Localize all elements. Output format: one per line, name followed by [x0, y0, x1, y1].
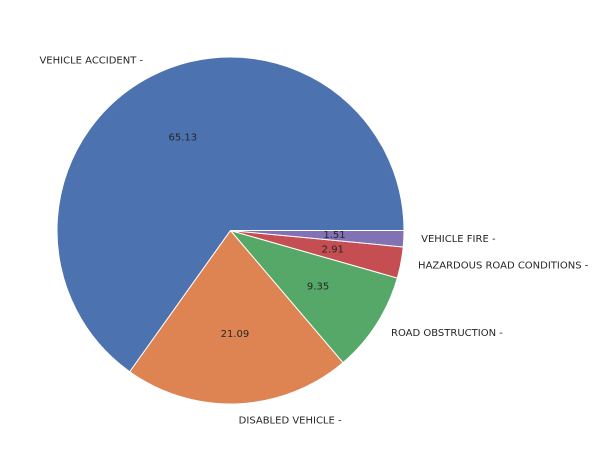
slice-road-obstruction [230, 230, 398, 364]
slice-label-vehicle-fire: VEHICLE FIRE - [421, 234, 496, 245]
slices-layer [56, 56, 405, 405]
labels-layer: VEHICLE ACCIDENT - 65.13 DISABLED VEHICLE … [39, 55, 588, 426]
slice-vehicle-fire [230, 230, 405, 248]
slice-vehicle-accident [56, 56, 405, 373]
slice-label-hazardous-road-conditions: HAZARDOUS ROAD CONDITIONS - [418, 260, 589, 271]
slice-label-disabled-vehicle: DISABLED VEHICLE - [239, 416, 342, 427]
value-label-hazardous-road-conditions: 2.91 [322, 244, 344, 255]
slice-disabled-vehicle [129, 230, 344, 405]
slice-label-road-obstruction: ROAD OBSTRUCTION - [391, 328, 503, 339]
value-label-road-obstruction: 9.35 [307, 281, 329, 292]
slice-label-vehicle-accident: VEHICLE ACCIDENT - [39, 55, 143, 66]
value-label-vehicle-accident: 65.13 [169, 132, 198, 143]
value-label-vehicle-fire: 1.51 [323, 230, 345, 241]
value-label-disabled-vehicle: 21.09 [221, 329, 250, 340]
